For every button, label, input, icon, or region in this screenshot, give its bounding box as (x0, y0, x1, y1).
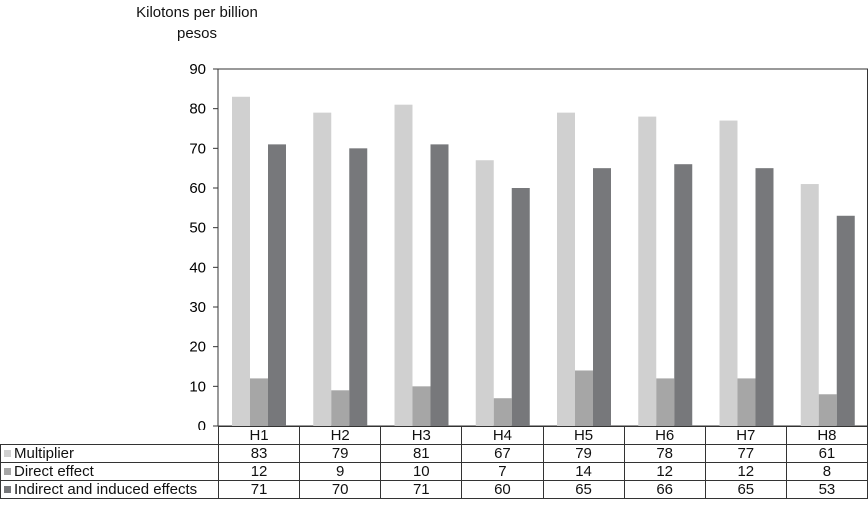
category-label: H2 (299, 426, 382, 445)
bar-indirect-and-induced-effects-h7 (755, 168, 774, 426)
bar-multiplier-h1 (232, 96, 250, 427)
legend-swatch (4, 468, 11, 475)
data-label: 12 (217, 462, 301, 481)
bar-direct-effect-h7 (737, 378, 756, 426)
table-corner (1, 427, 219, 445)
bar-indirect-and-induced-effects-h1 (268, 144, 286, 426)
data-label: 66 (623, 480, 706, 499)
data-label: 12 (623, 462, 706, 481)
bar-direct-effect-h4 (493, 398, 512, 426)
data-label: 53 (785, 480, 868, 499)
data-label: 70 (299, 480, 382, 499)
table-row: Indirect and induced effects 71 70 71 60 65 66… (0, 480, 868, 499)
legend-entry: Multiplier (0, 444, 219, 463)
legend-entry: Direct effect (0, 462, 219, 481)
y-tick-label: 20 (189, 339, 206, 356)
data-table: H1 H2 H3 H4 H5 H6 H7 H8 Multiplier 83 79 81 67 79 78 77… (0, 426, 868, 499)
data-label: 67 (461, 444, 544, 463)
y-tick-label: 50 (189, 220, 206, 237)
bar-indirect-and-induced-effects-h8 (836, 215, 855, 426)
series-name: Multiplier (14, 445, 75, 462)
series-name: Direct effect (14, 463, 94, 480)
y-tick-label: 90 (189, 61, 206, 78)
data-label: 65 (542, 480, 625, 499)
bar-multiplier-h8 (800, 184, 819, 426)
bar-direct-effect-h6 (656, 378, 675, 426)
bar-multiplier-h4 (475, 160, 494, 426)
category-label: H8 (785, 426, 868, 445)
bar-indirect-and-induced-effects-h3 (430, 144, 449, 426)
bar-direct-effect-h2 (331, 390, 350, 426)
y-tick-label: 80 (189, 101, 206, 118)
data-label: 61 (785, 444, 868, 463)
bar-indirect-and-induced-effects-h5 (593, 168, 611, 426)
data-label: 60 (461, 480, 544, 499)
bar-multiplier-h3 (394, 104, 413, 426)
data-label: 8 (785, 462, 868, 481)
data-label: 83 (217, 444, 301, 463)
bar-multiplier-h5 (557, 112, 575, 426)
y-tick-label: 60 (189, 180, 206, 197)
y-tick-label: 40 (189, 259, 206, 276)
y-axis-label: Kilotons per billion pesos (136, 4, 258, 42)
bar-direct-effect-h5 (575, 370, 593, 426)
series-name: Indirect and induced effects (14, 481, 198, 498)
bar-direct-effect-h1 (250, 378, 268, 426)
category-label: H6 (623, 426, 706, 445)
category-label: H1 (217, 426, 301, 445)
data-label: 79 (299, 444, 382, 463)
bar-direct-effect-h8 (818, 394, 837, 426)
data-label: 65 (704, 480, 787, 499)
category-label: H3 (380, 426, 463, 445)
bar-chart: 0 10 20 30 40 50 60 70 80 90 (189, 61, 868, 430)
bar-indirect-and-induced-effects-h4 (511, 188, 530, 426)
data-label: 81 (380, 444, 463, 463)
data-label: 79 (542, 444, 625, 463)
y-tick-label: 30 (189, 299, 206, 316)
table-row: Multiplier 83 79 81 67 79 78 77 61 (0, 444, 868, 463)
data-label: 71 (217, 480, 301, 499)
y-tick-label: 0 (198, 418, 206, 430)
legend-swatch (4, 486, 11, 493)
bar-indirect-and-induced-effects-h2 (349, 148, 368, 427)
legend-entry: Indirect and induced effects (0, 480, 219, 499)
category-label: H7 (704, 426, 787, 445)
y-tick-label: 10 (189, 378, 206, 395)
legend-swatch (4, 450, 11, 457)
data-label: 10 (380, 462, 463, 481)
category-label: H5 (542, 426, 625, 445)
data-label: 78 (623, 444, 706, 463)
data-label: 12 (704, 462, 787, 481)
bar-multiplier-h2 (313, 112, 332, 426)
bar-direct-effect-h3 (412, 386, 431, 426)
bar-multiplier-h7 (719, 120, 738, 427)
data-label: 9 (299, 462, 382, 481)
data-label: 7 (461, 462, 544, 481)
category-label: H4 (461, 426, 544, 445)
y-tick-label: 70 (189, 140, 206, 157)
bar-multiplier-h6 (638, 116, 657, 426)
data-label: 14 (542, 462, 625, 481)
table-row: Direct effect 12 9 10 7 14 12 12 8 (0, 462, 868, 481)
data-label: 71 (380, 480, 463, 499)
data-label: 77 (704, 444, 787, 463)
bar-indirect-and-induced-effects-h6 (674, 164, 693, 426)
